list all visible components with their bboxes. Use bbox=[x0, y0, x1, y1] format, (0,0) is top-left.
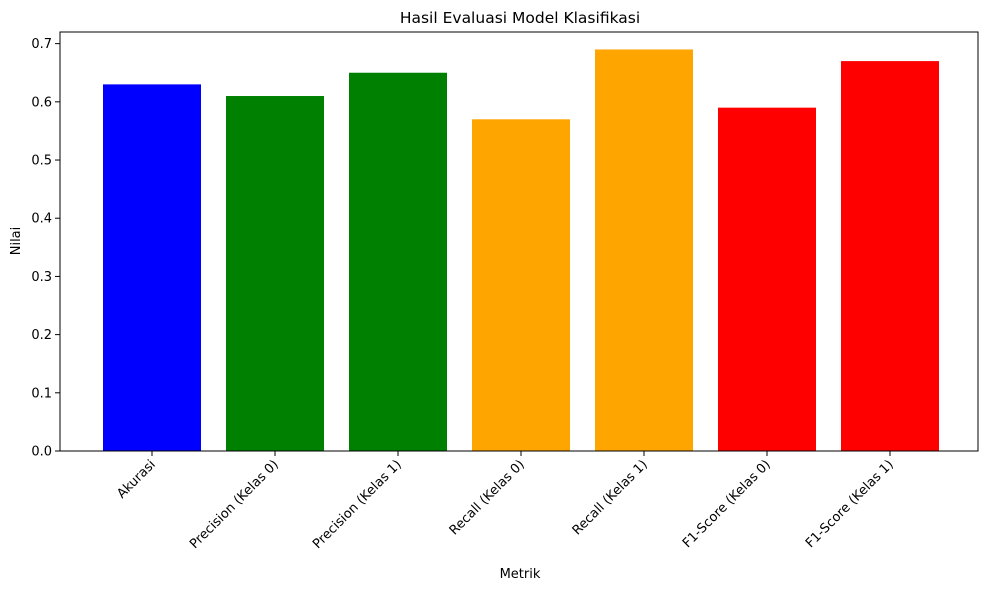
bar-1 bbox=[226, 96, 324, 451]
x-tick-label: Recall (Kelas 0) bbox=[447, 457, 528, 538]
y-tick-label: 0.3 bbox=[31, 270, 52, 285]
bar-0 bbox=[103, 84, 201, 451]
y-tick-label: 0.1 bbox=[31, 386, 52, 401]
x-tick-label: Precision (Kelas 1) bbox=[310, 457, 405, 552]
bar-3 bbox=[472, 119, 570, 452]
x-axis: Akurasi Precision (Kelas 0) Precision (Kel… bbox=[114, 451, 897, 552]
bar-5 bbox=[718, 107, 816, 452]
y-tick-label: 0.0 bbox=[31, 445, 52, 460]
plot-frame bbox=[59, 31, 979, 452]
chart-title: Hasil Evaluasi Model Klasifikasi bbox=[400, 9, 640, 27]
bar-2 bbox=[349, 72, 447, 451]
x-tick-label: Recall (Kelas 1) bbox=[570, 457, 651, 538]
y-tick-label: 0.6 bbox=[31, 95, 52, 110]
y-tick-label: 0.5 bbox=[31, 154, 52, 169]
y-axis-label: Nilai bbox=[9, 227, 24, 256]
x-axis-label: Metrik bbox=[500, 567, 541, 582]
bar-4 bbox=[595, 49, 693, 451]
y-tick-label: 0.7 bbox=[31, 37, 52, 52]
x-tick-label: Precision (Kelas 0) bbox=[187, 457, 282, 552]
bar-6 bbox=[841, 61, 939, 451]
y-axis: 0.0 0.1 0.2 0.3 0.4 0.5 0.6 0.7 bbox=[31, 37, 60, 460]
x-tick-label: F1-Score (Kelas 0) bbox=[680, 457, 774, 551]
y-tick-label: 0.2 bbox=[31, 328, 52, 343]
y-tick-label: 0.4 bbox=[31, 212, 52, 227]
x-tick-label: F1-Score (Kelas 1) bbox=[803, 457, 897, 551]
x-tick-label: Akurasi bbox=[114, 457, 159, 502]
bars-group bbox=[103, 49, 939, 452]
